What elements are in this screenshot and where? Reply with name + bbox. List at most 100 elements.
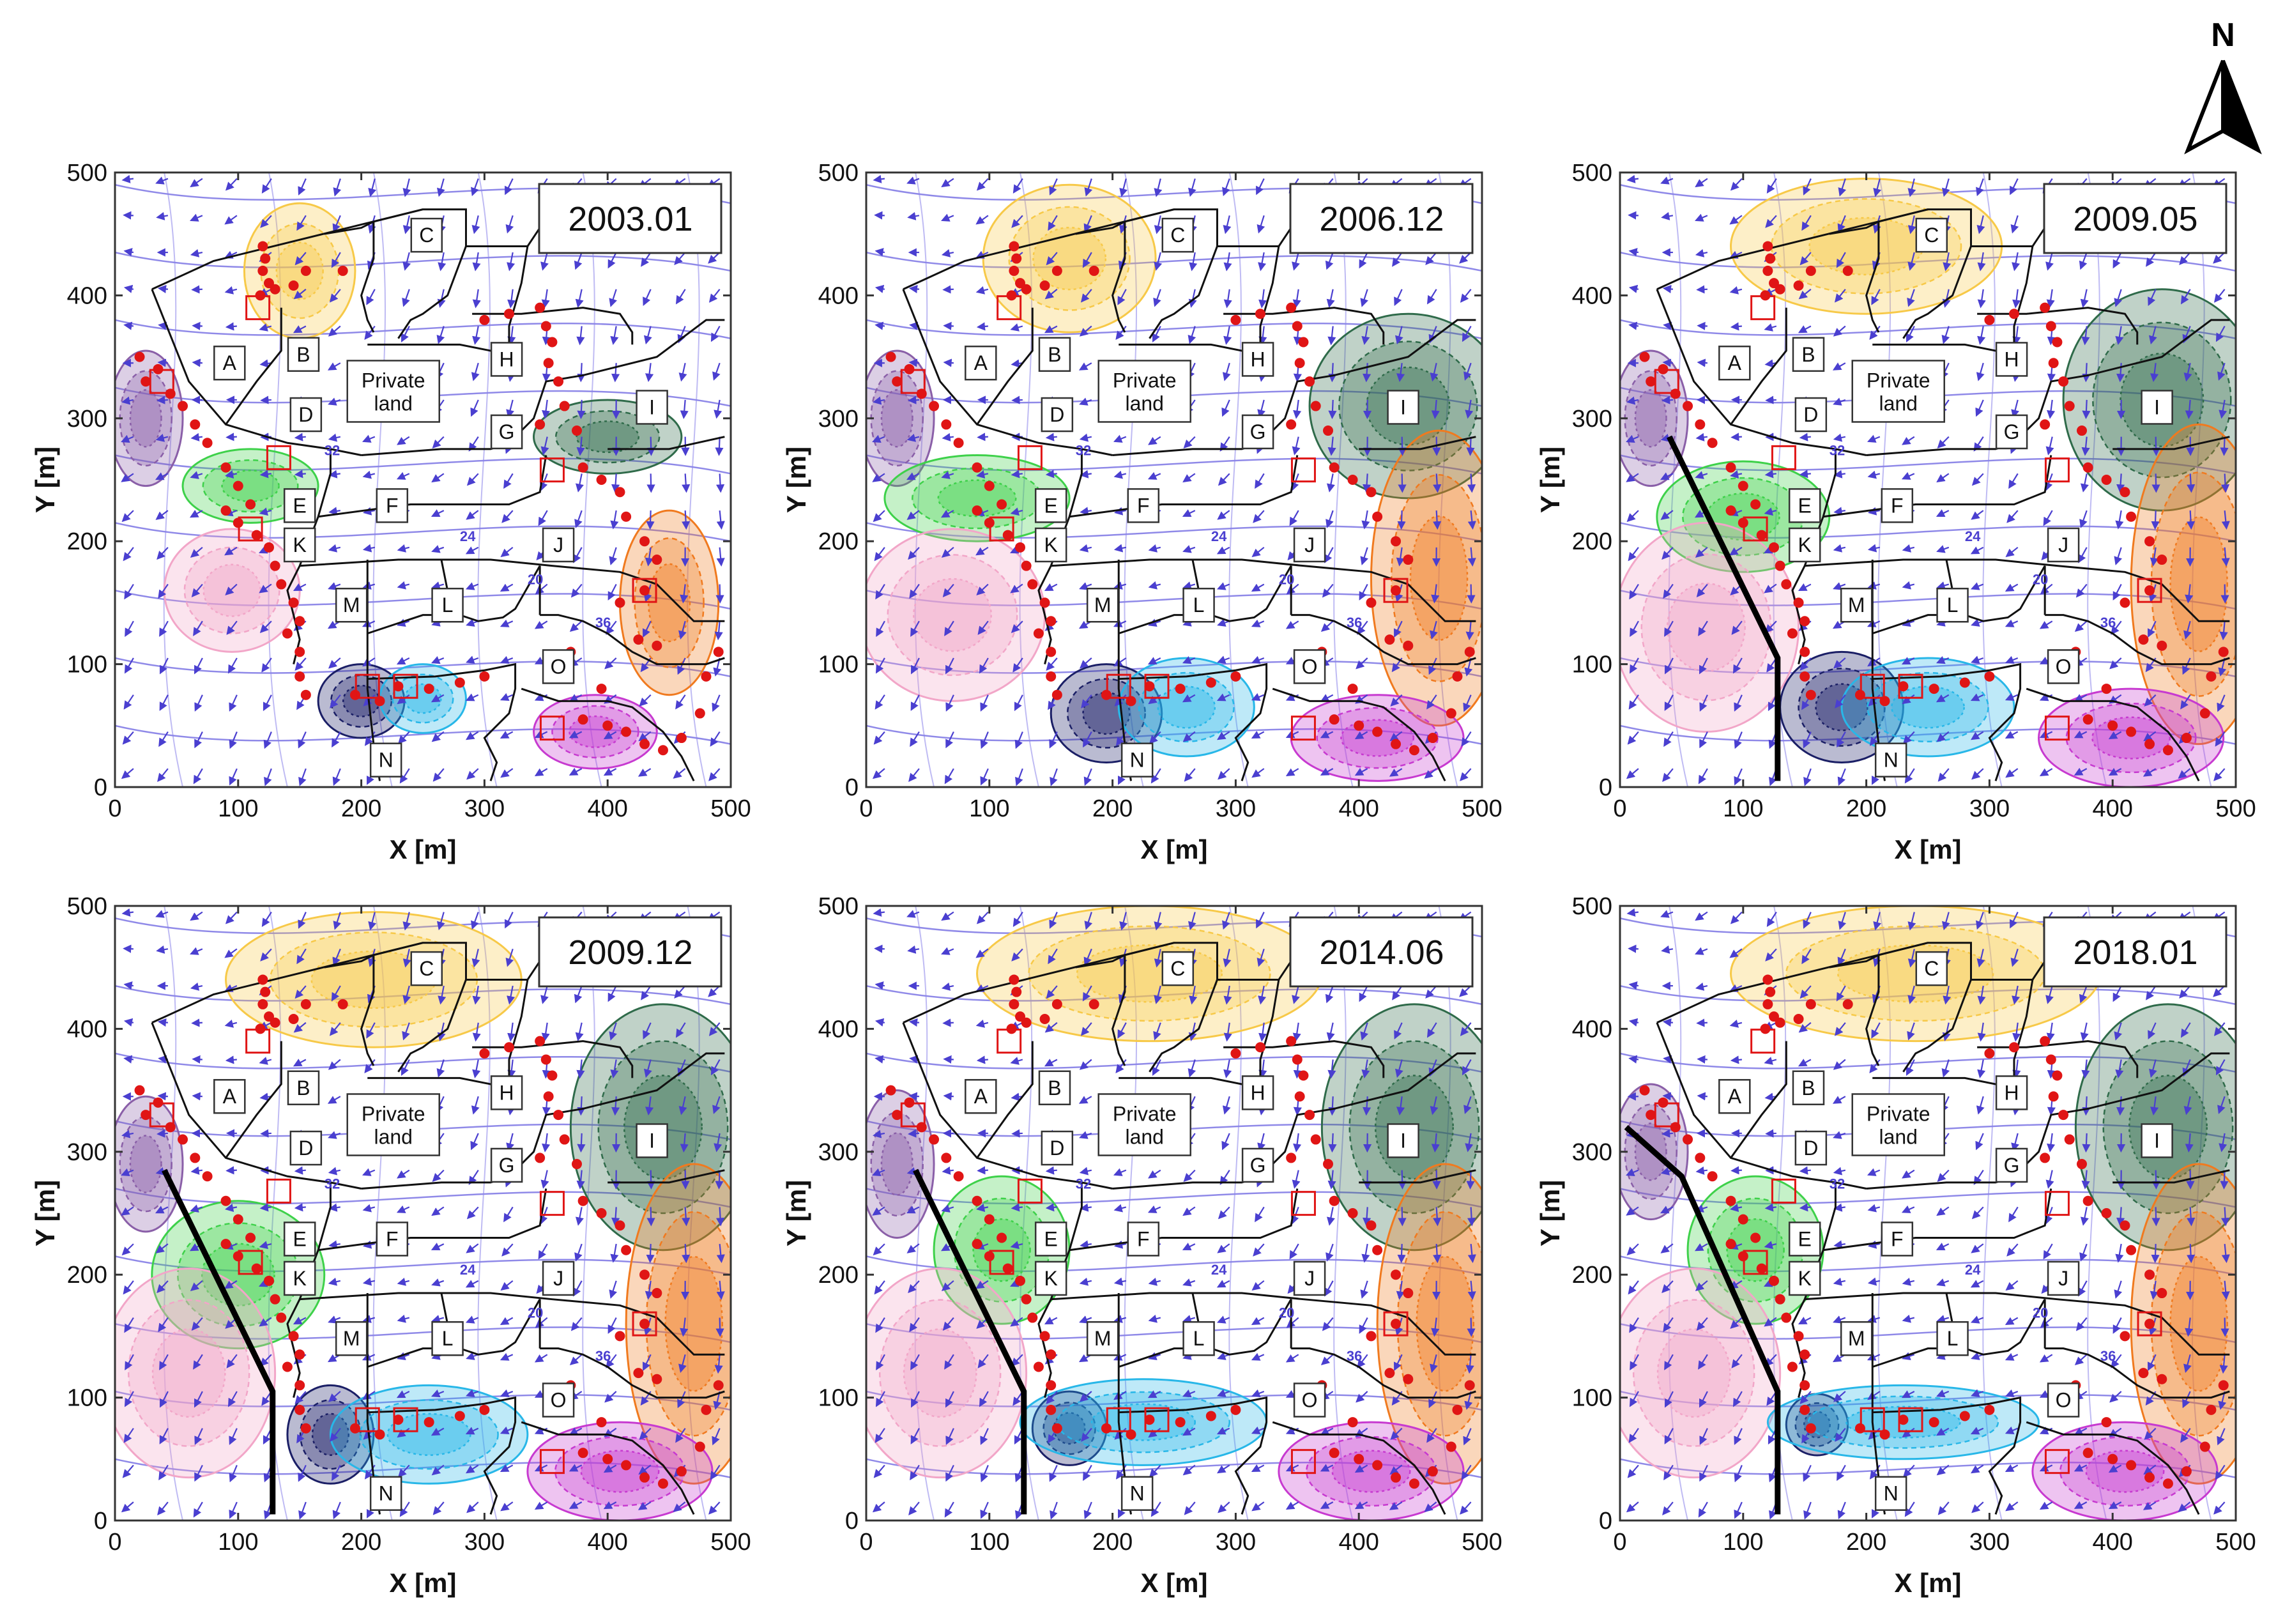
flow-arrow — [1148, 436, 1161, 445]
x-tick-label: 400 — [587, 1529, 627, 1556]
well-dot — [2126, 511, 2137, 522]
well-dot — [1409, 745, 1419, 756]
flow-arrow — [1221, 399, 1230, 417]
flow-arrow — [1433, 1244, 1442, 1264]
head-contour — [866, 454, 1482, 475]
well-dot — [577, 1448, 588, 1459]
flow-arrow — [1393, 620, 1403, 638]
flow-arrow — [673, 768, 686, 779]
well-dot — [1427, 1466, 1438, 1477]
flow-arrow — [437, 289, 446, 308]
well-dot — [2045, 1054, 2056, 1065]
flow-arrow — [941, 546, 954, 558]
zone-label: O — [551, 655, 567, 678]
flow-arrow — [2151, 1207, 2160, 1227]
well-dot — [1366, 1331, 1377, 1342]
boundary-line — [397, 245, 467, 339]
flow-arrow — [225, 583, 238, 596]
x-tick-label: 400 — [2092, 1529, 2132, 1556]
y-axis-label: Y [m] — [30, 447, 60, 513]
flow-arrow — [541, 289, 550, 309]
well-dot — [134, 1085, 145, 1096]
flow-arrow — [298, 178, 307, 195]
well-dot — [1286, 1036, 1297, 1046]
well-dot — [2101, 475, 2112, 485]
flow-arrow — [293, 288, 307, 300]
flow-arrow — [976, 178, 989, 191]
flow-arrow — [298, 731, 307, 749]
well-dot — [294, 647, 305, 657]
flow-arrow — [1223, 215, 1232, 234]
flow-arrow — [124, 657, 134, 674]
plume-core — [151, 1328, 226, 1418]
y-tick-label: 100 — [67, 652, 107, 678]
well-dot — [615, 1331, 625, 1342]
flow-arrow — [1044, 325, 1058, 333]
well-dot — [134, 351, 145, 362]
zone-label: D — [1050, 403, 1064, 426]
flow-arrow — [977, 1166, 988, 1175]
flow-arrow — [1424, 768, 1437, 779]
flow-arrow — [259, 507, 272, 516]
flow-arrow — [1188, 289, 1197, 308]
zone-label: L — [442, 1327, 454, 1350]
flow-arrow — [260, 1129, 271, 1138]
zone-label: G — [1250, 1154, 1266, 1177]
well-dot — [1046, 1380, 1057, 1391]
flow-arrow — [1697, 1055, 1707, 1064]
flow-arrow — [1183, 436, 1196, 449]
flow-arrow — [500, 619, 514, 627]
x-tick-label: 100 — [969, 795, 1009, 822]
zone-label: I — [1400, 395, 1406, 418]
well-dot — [1347, 475, 1358, 485]
flow-arrow — [712, 362, 721, 381]
x-tick-label: 0 — [1613, 795, 1626, 822]
flow-arrow — [397, 436, 410, 445]
flow-arrow — [1292, 289, 1301, 309]
monitor-square — [393, 673, 418, 699]
flow-arrow — [876, 620, 885, 637]
private-land-label: land — [1125, 1125, 1164, 1148]
flow-arrow — [1361, 326, 1370, 346]
flow-arrow — [229, 694, 238, 712]
head-contour — [866, 589, 1482, 610]
zone-label-box — [542, 649, 575, 684]
flow-arrow — [1011, 359, 1023, 368]
head-contour — [1124, 172, 1144, 787]
zone-label: L — [1193, 1327, 1205, 1350]
well-dot — [2199, 708, 2210, 719]
y-tick-label: 0 — [94, 1508, 107, 1535]
flow-arrow — [260, 215, 272, 228]
contour-label: 24 — [1965, 1262, 1981, 1278]
well-dot — [615, 1220, 625, 1231]
flow-arrow — [229, 731, 238, 749]
flow-arrow — [263, 732, 272, 749]
head-contour — [1019, 172, 1039, 787]
flow-arrow — [1730, 322, 1742, 331]
flow-arrow — [643, 326, 652, 345]
well-dot — [264, 1275, 274, 1286]
well-dot — [1695, 1153, 1706, 1163]
zone-label-box — [283, 488, 316, 523]
flow-arrow — [1182, 545, 1196, 553]
well-dot — [701, 1404, 712, 1415]
panel-date-title: 2014.06 — [1319, 933, 1444, 972]
map-panel-1: 3228242036ABCDEFGHIJKLMNOPrivateland0100… — [781, 160, 1502, 864]
flow-arrow — [1049, 731, 1058, 749]
well-dot — [953, 438, 964, 448]
well-dot — [1452, 671, 1463, 682]
flow-arrow — [609, 547, 618, 565]
contour-label: 36 — [1347, 615, 1362, 631]
well-dot — [288, 1014, 299, 1025]
flow-arrow — [1362, 363, 1371, 383]
flow-arrow — [472, 252, 481, 272]
plot-area: 3228242036ABCDEFGHIJKLMNOPrivateland — [115, 172, 731, 787]
well-dot — [2206, 1404, 2217, 1415]
well-dot — [424, 684, 434, 694]
flow-arrow — [1045, 433, 1057, 441]
flow-arrow — [943, 1055, 954, 1064]
well-dot — [602, 720, 613, 731]
y-tick-label: 400 — [67, 1016, 107, 1043]
flow-arrow — [1328, 363, 1337, 383]
zone-label-box — [410, 217, 443, 253]
